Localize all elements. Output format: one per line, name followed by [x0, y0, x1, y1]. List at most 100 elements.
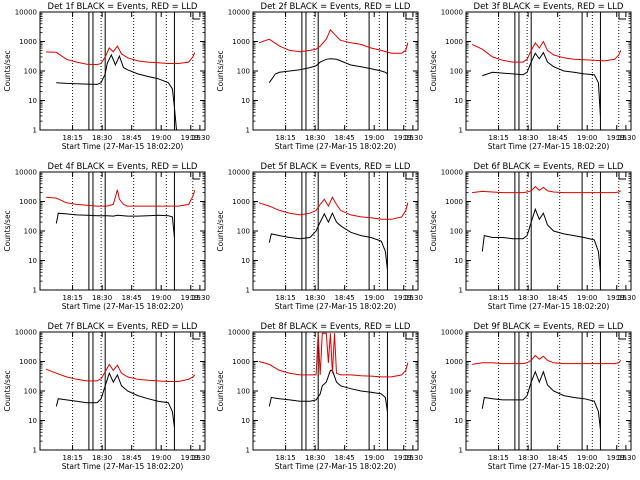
y-tick-label: 10000 [15, 9, 37, 17]
y-tick-label: 10000 [15, 329, 37, 337]
corner-bracket-marker [192, 173, 200, 180]
y-tick-label: 1 [33, 447, 37, 455]
y-tick-label: 1000 [445, 198, 463, 206]
y-tick-label: 1 [459, 447, 463, 455]
y-tick-label: 1 [246, 447, 250, 455]
corner-bracket-marker [192, 13, 200, 20]
y-tick-label: 10000 [15, 169, 37, 177]
chart-title: Det 8f BLACK = Events, RED = LLD [261, 322, 411, 332]
y-tick-label: 10000 [228, 9, 250, 17]
x-tick-label: 19:00 [364, 134, 384, 142]
panel-det5f: Det 5f BLACK = Events, RED = LLD 1 10 100 10… [213, 160, 426, 320]
y-tick-label: 100 [450, 68, 463, 76]
x-tick-label: 19:15 [181, 294, 201, 302]
plot-frame [252, 171, 419, 291]
x-tick-label: 19:30 [190, 454, 210, 462]
plot-frame [465, 331, 632, 451]
x-tick-label: 19:00 [151, 454, 171, 462]
y-tick-label: 1000 [19, 38, 37, 46]
x-tick-label: 19:30 [403, 294, 423, 302]
x-tick-label: 19:00 [577, 134, 597, 142]
y-tick-label: 1000 [445, 358, 463, 366]
x-tick-label: 18:30 [518, 294, 538, 302]
x-tick-label: 18:45 [122, 294, 142, 302]
y-tick-label: 100 [450, 388, 463, 396]
y-tick-label: 100 [24, 68, 37, 76]
x-tick-label: 19:00 [577, 294, 597, 302]
x-tick-label: 18:30 [92, 454, 112, 462]
x-tick-label: 18:45 [335, 134, 355, 142]
y-axis-label: Counts/sec [216, 370, 225, 411]
x-tick-label: 19:15 [181, 454, 201, 462]
x-tick-label: 18:15 [275, 134, 295, 142]
chart-title: Det 5f BLACK = Events, RED = LLD [261, 162, 411, 172]
x-tick-label: 19:30 [190, 134, 210, 142]
y-tick-label: 10 [241, 257, 250, 265]
x-tick-label: 19:30 [403, 134, 423, 142]
x-tick-label: 18:15 [275, 454, 295, 462]
series-events-line [481, 370, 601, 430]
y-axis-label: Counts/sec [216, 210, 225, 251]
y-tick-label: 1 [246, 127, 250, 135]
chart-det5f: Det 5f BLACK = Events, RED = LLD 1 10 100 10… [216, 162, 423, 311]
y-tick-label: 1000 [232, 358, 250, 366]
series-lld-line [46, 45, 196, 66]
series-lld-line [472, 185, 622, 194]
y-tick-label: 10000 [228, 329, 250, 337]
x-tick-label: 19:15 [607, 454, 627, 462]
series-lld-line [46, 189, 196, 207]
x-tick-label: 19:00 [364, 454, 384, 462]
x-tick-label: 19:15 [607, 134, 627, 142]
plot-frame [252, 11, 419, 131]
y-tick-label: 100 [24, 228, 37, 236]
y-tick-label: 1 [33, 287, 37, 295]
x-tick-label: 19:15 [181, 134, 201, 142]
x-tick-label: 19:00 [151, 294, 171, 302]
corner-bracket-marker [618, 333, 626, 340]
chart-det1f: Det 1f BLACK = Events, RED = LLD 1 10 100 10… [3, 2, 210, 151]
x-axis-label: Start Time (27-Mar-15 18:02:20) [488, 462, 610, 471]
x-tick-label: 18:15 [62, 134, 82, 142]
series-lld-line [471, 40, 622, 63]
panel-det8f: Det 8f BLACK = Events, RED = LLD 1 10 100 10… [213, 320, 426, 480]
x-tick-label: 18:45 [335, 454, 355, 462]
x-axis-label: Start Time (27-Mar-15 18:02:20) [62, 302, 184, 311]
panel-det1f: Det 1f BLACK = Events, RED = LLD 1 10 100 10… [0, 0, 213, 160]
chart-title: Det 4f BLACK = Events, RED = LLD [48, 162, 198, 172]
y-tick-label: 1000 [19, 198, 37, 206]
chart-det2f: Det 2f BLACK = Events, RED = LLD 1 10 100 10… [216, 2, 423, 151]
chart-title: Det 3f BLACK = Events, RED = LLD [474, 2, 624, 12]
chart-title: Det 1f BLACK = Events, RED = LLD [48, 2, 198, 12]
y-tick-label: 1 [246, 287, 250, 295]
y-tick-label: 1 [459, 127, 463, 135]
x-tick-label: 18:45 [548, 454, 568, 462]
y-axis-label: Counts/sec [429, 370, 438, 411]
chart-det9f: Det 9f BLACK = Events, RED = LLD 1 10 100 10… [429, 322, 636, 471]
x-tick-label: 18:30 [305, 294, 325, 302]
y-tick-label: 10 [28, 417, 37, 425]
y-tick-label: 10000 [441, 9, 463, 17]
x-axis-label: Start Time (27-Mar-15 18:02:20) [62, 142, 184, 151]
x-tick-label: 19:30 [616, 294, 636, 302]
x-axis-label: Start Time (27-Mar-15 18:02:20) [275, 302, 397, 311]
series-events-line [482, 51, 601, 116]
series-events-line [56, 53, 177, 131]
x-tick-label: 18:45 [548, 134, 568, 142]
y-tick-label: 10000 [228, 169, 250, 177]
panel-det7f: Det 7f BLACK = Events, RED = LLD 1 10 100 10… [0, 320, 213, 480]
x-tick-label: 18:45 [122, 134, 142, 142]
series-events-line [55, 371, 175, 428]
x-tick-label: 19:15 [394, 134, 414, 142]
y-tick-label: 100 [450, 228, 463, 236]
x-tick-label: 18:30 [92, 294, 112, 302]
y-tick-label: 100 [237, 228, 250, 236]
y-tick-label: 10 [454, 417, 463, 425]
plot-frame [39, 171, 206, 291]
series-lld-line [258, 332, 409, 378]
x-tick-label: 19:30 [190, 294, 210, 302]
series-lld-line [45, 363, 196, 382]
x-tick-label: 18:15 [62, 294, 82, 302]
x-axis-label: Start Time (27-Mar-15 18:02:20) [62, 462, 184, 471]
y-tick-label: 10000 [441, 169, 463, 177]
